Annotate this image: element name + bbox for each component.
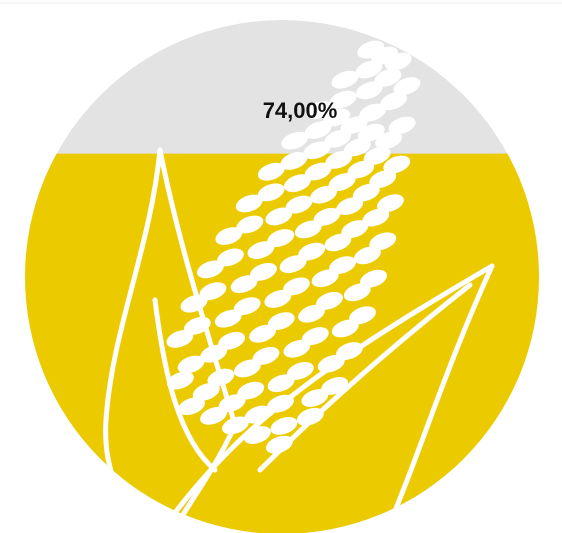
kernel (352, 183, 380, 202)
kernel (281, 131, 309, 150)
kernel (166, 329, 194, 348)
kernel (235, 194, 263, 213)
kernel (252, 346, 280, 365)
kernel (384, 52, 412, 71)
kernel (328, 173, 356, 191)
kernel (383, 155, 411, 174)
leaf (103, 147, 238, 533)
kernel (369, 170, 397, 189)
kernel (216, 248, 244, 267)
kernel (283, 339, 311, 358)
kernel (257, 183, 285, 202)
kernel (298, 304, 325, 323)
kernel (237, 381, 265, 400)
kernel (311, 269, 339, 288)
kernel (362, 208, 390, 227)
kernel (347, 160, 375, 179)
kernel (265, 207, 293, 226)
kernel (375, 131, 403, 150)
kernel (393, 77, 421, 96)
kernel (257, 162, 285, 181)
kernel (249, 324, 277, 343)
kernel (280, 152, 308, 170)
kernel (267, 312, 295, 331)
kernel (323, 108, 351, 127)
kernel (301, 327, 329, 345)
kernel (374, 68, 402, 87)
kernel (294, 220, 322, 239)
kernel (331, 319, 359, 338)
kernel (306, 101, 333, 119)
kernel (298, 242, 326, 261)
kernel (349, 306, 376, 325)
kernel (324, 233, 352, 252)
kernel (304, 162, 332, 181)
kernel (329, 256, 357, 275)
leaf (257, 282, 473, 473)
kernel (192, 382, 220, 401)
kernel (264, 290, 292, 308)
kernel (357, 123, 385, 142)
kernel (267, 229, 295, 247)
kernel (325, 150, 353, 169)
kernel (376, 194, 404, 213)
kernel (279, 255, 307, 274)
corn-kernels (166, 40, 421, 454)
kernel (177, 355, 205, 374)
kernel (283, 277, 310, 296)
kernel (310, 185, 337, 204)
kernel (369, 232, 397, 251)
kernel (301, 389, 329, 407)
kernel (283, 174, 311, 193)
kernel (267, 374, 295, 393)
kernel (230, 275, 258, 294)
value-label: 74,00% (263, 98, 338, 123)
kernel (166, 371, 194, 390)
kernel (178, 397, 206, 416)
kernel (247, 241, 275, 260)
kernel (336, 197, 364, 216)
kernel (388, 116, 416, 135)
kernel (270, 416, 298, 435)
kernel (341, 220, 369, 238)
kernel (214, 309, 242, 328)
kernel (249, 262, 277, 281)
kernel (324, 129, 352, 148)
kernel (304, 121, 332, 139)
kernel (236, 215, 264, 234)
kernel (196, 260, 224, 279)
kernel (329, 90, 357, 109)
kernel (316, 291, 343, 310)
kernel (200, 406, 227, 425)
leaf (152, 297, 218, 473)
kernel (233, 359, 261, 378)
leaf (147, 263, 495, 533)
kernel (336, 342, 363, 360)
kernel (331, 70, 359, 89)
kernel (313, 207, 341, 226)
kernel (265, 435, 293, 454)
kernel (215, 227, 243, 245)
kernel (343, 138, 371, 157)
kernel (355, 60, 383, 79)
corn-leaves (103, 147, 495, 533)
kernel (353, 246, 381, 265)
kernel (286, 362, 314, 380)
kernel (303, 141, 331, 160)
kernel (218, 331, 246, 350)
kernel (285, 195, 313, 214)
kernel (363, 147, 391, 165)
kernel (359, 103, 387, 122)
kernel (340, 116, 368, 135)
kernel (199, 282, 227, 301)
kernel (233, 297, 261, 316)
kernel (355, 81, 383, 100)
kernel (380, 92, 408, 110)
kernel (360, 269, 387, 288)
kernel (343, 283, 371, 302)
